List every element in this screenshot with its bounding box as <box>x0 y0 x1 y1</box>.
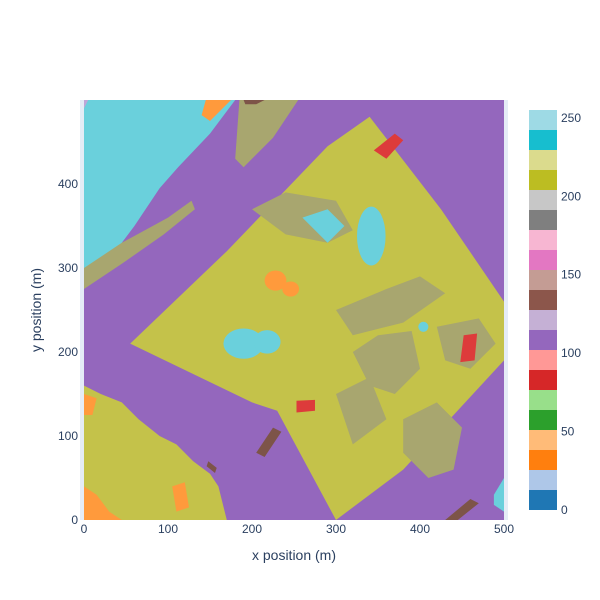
region-orange-lower-left <box>84 486 122 520</box>
colorbar-tick-label: 200 <box>561 189 581 203</box>
region-red-2 <box>460 333 478 363</box>
y-tick-label: 200 <box>58 345 78 359</box>
y-axis-title: y position (m) <box>28 268 44 352</box>
colorbar-tick-label: 100 <box>561 346 581 360</box>
colorbar-ticks: 0 50 100 150 200 250 <box>561 111 581 517</box>
region-orange-top <box>201 100 231 121</box>
region-orange-cluster-1 <box>264 270 287 291</box>
region-vegetation-lower-left <box>84 385 227 520</box>
x-tick-label: 300 <box>326 522 346 536</box>
heatmap-cells <box>84 100 504 520</box>
region-water-pond-4 <box>418 321 429 332</box>
colorbar-tick-label: 0 <box>561 503 568 517</box>
colorbar-tick-label: 250 <box>561 111 581 125</box>
y-tick-label: 300 <box>58 261 78 275</box>
region-red-3 <box>296 399 315 413</box>
region-grass-patch-5 <box>403 402 462 478</box>
region-red-1 <box>373 133 404 159</box>
region-brown-3 <box>206 461 217 473</box>
region-grass-strip-left <box>84 200 195 289</box>
y-tick-label: 400 <box>58 177 78 191</box>
region-grass-strip-top <box>235 100 299 168</box>
region-orange-cluster-2 <box>282 281 300 297</box>
region-water-pond-1 <box>357 206 386 266</box>
y-axis-ticks: 0 100 200 300 400 <box>58 177 78 527</box>
region-water-pond-small <box>302 209 345 243</box>
y-tick-label: 100 <box>58 429 78 443</box>
region-brown-top <box>243 100 265 105</box>
region-water-pond-2 <box>223 328 264 359</box>
colorbar: 0 50 100 150 200 250 <box>529 110 581 517</box>
x-tick-label: 500 <box>494 522 514 536</box>
x-axis-ticks: 0 100 200 300 400 500 <box>81 522 515 536</box>
colorbar-tick-label: 50 <box>561 425 575 439</box>
region-orange-lower-left-top <box>84 394 97 415</box>
colorbar-gradient <box>529 110 557 510</box>
region-grass-patch-4 <box>336 377 387 445</box>
region-orange-lower-mid <box>172 482 189 512</box>
x-tick-label: 200 <box>242 522 262 536</box>
x-axis-title: x position (m) <box>252 547 336 563</box>
region-grass-patch-2 <box>336 276 446 336</box>
region-lavender-corner <box>84 100 89 109</box>
region-water-upper-left <box>84 100 236 268</box>
colorbar-tick-label: 150 <box>561 268 581 282</box>
y-tick-label: 0 <box>71 513 78 527</box>
x-tick-label: 100 <box>158 522 178 536</box>
region-brown-2 <box>445 499 479 520</box>
region-water-pond-3 <box>253 330 281 354</box>
region-brown-1 <box>256 427 282 457</box>
x-tick-label: 0 <box>81 522 88 536</box>
region-water-edge-right <box>493 478 504 512</box>
x-tick-label: 400 <box>410 522 430 536</box>
